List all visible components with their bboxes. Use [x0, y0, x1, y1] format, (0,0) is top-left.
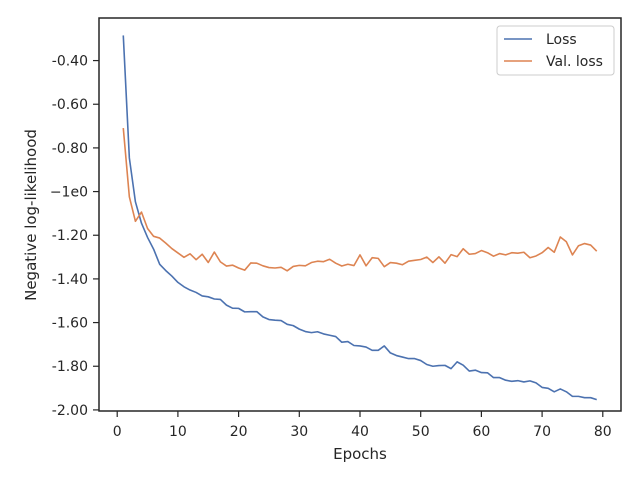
x-tick-label: 30 [290, 424, 308, 440]
x-tick-label: 50 [412, 424, 430, 440]
x-axis-ticks: 0 10 20 30 40 50 60 70 80 [113, 411, 612, 440]
x-tick-label: 20 [230, 424, 248, 440]
y-axis-ticks: -0.40 -0.60 -0.80 −1e0 -1.20 -1.40 -1.60 -1.80 -… [50, 54, 99, 419]
series-lines [122, 35, 598, 401]
y-tick-label: −1e0 [50, 185, 88, 201]
x-tick-label: 60 [472, 424, 490, 440]
x-tick-label: 40 [351, 424, 369, 440]
x-tick-label: 0 [113, 424, 122, 440]
x-tick-label: 80 [594, 424, 612, 440]
legend-label-loss: Loss [546, 32, 577, 48]
series-line-loss [122, 35, 597, 401]
x-tick-label: 10 [169, 424, 187, 440]
legend-label-val-loss: Val. loss [546, 54, 603, 70]
x-tick-label: 70 [533, 424, 551, 440]
y-tick-label: -2.00 [52, 403, 88, 419]
x-axis-label: Epochs [333, 445, 387, 463]
y-axis-label: Negative log-likelihood [22, 129, 40, 301]
y-tick-label: -1.80 [52, 359, 88, 375]
y-tick-label: -1.20 [52, 228, 88, 244]
y-tick-label: -0.60 [52, 97, 88, 113]
plot-frame [98, 17, 622, 412]
legend: Loss Val. loss [496, 25, 615, 76]
y-tick-label: -1.40 [52, 272, 88, 288]
y-tick-label: -0.80 [52, 141, 88, 157]
y-tick-label: -0.40 [52, 54, 88, 70]
y-tick-label: -1.60 [52, 316, 88, 332]
series-line-val-loss [122, 127, 598, 272]
